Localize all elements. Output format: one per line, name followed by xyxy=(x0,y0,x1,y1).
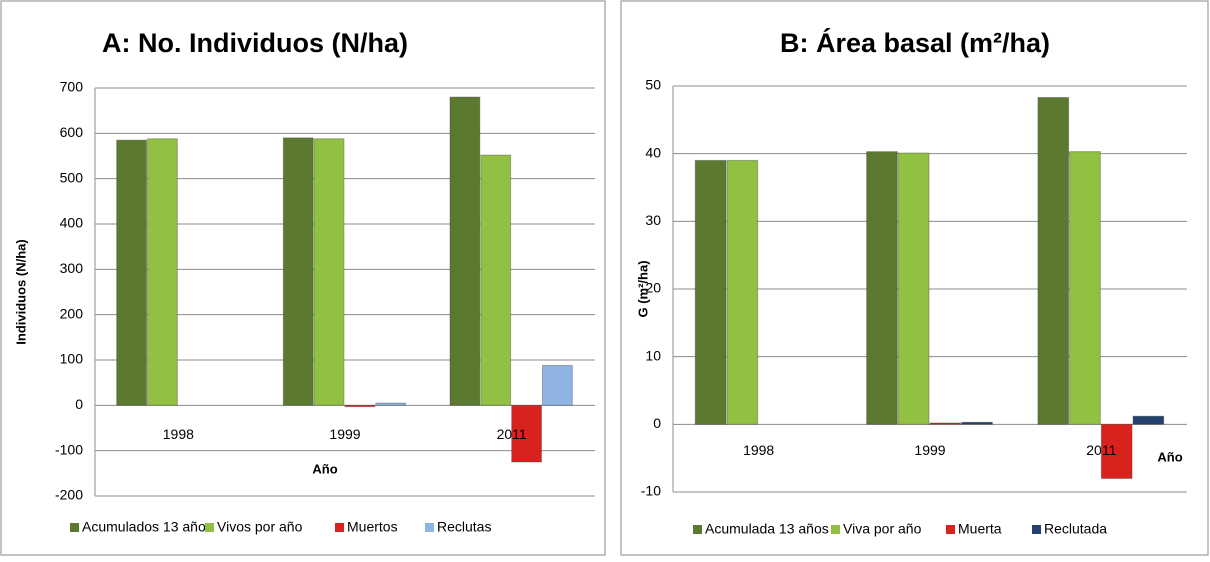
bar xyxy=(511,404,542,463)
chart-title: A: No. Individuos (N/ha) xyxy=(102,28,408,58)
y-axis-label: G (m²/ha) xyxy=(635,260,650,317)
bar xyxy=(1132,415,1165,425)
y-tick-label: 50 xyxy=(645,77,661,93)
y-tick-label: 10 xyxy=(645,347,661,363)
bar xyxy=(961,421,993,425)
chart-title: B: Área basal (m²/ha) xyxy=(780,27,1050,58)
x-tick-label: 2011 xyxy=(497,426,527,442)
bar xyxy=(1069,151,1101,425)
bar xyxy=(449,96,481,406)
legend-swatch xyxy=(693,525,702,534)
y-tick-label: 30 xyxy=(645,212,661,228)
bar xyxy=(1037,97,1070,425)
legend-label: Muerta xyxy=(958,521,1002,537)
x-tick-label: 2011 xyxy=(1086,442,1116,458)
y-axis-label: Individuos (N/ha) xyxy=(13,239,28,344)
y-tick-label: 40 xyxy=(645,144,661,160)
bar xyxy=(116,139,147,406)
bar xyxy=(897,152,930,425)
bar xyxy=(313,138,345,406)
legend-label: Acumulados 13 años xyxy=(82,519,213,535)
bar xyxy=(480,154,512,406)
x-tick-label: 1998 xyxy=(743,442,774,458)
bar xyxy=(866,151,898,425)
y-tick-label: 700 xyxy=(60,79,84,95)
legend-swatch xyxy=(1032,525,1041,534)
x-axis-label: Año xyxy=(1157,449,1182,464)
legend-swatch xyxy=(70,523,79,532)
legend-swatch xyxy=(335,523,344,532)
y-tick-label: 600 xyxy=(60,124,84,140)
legend-label: Viva por año xyxy=(843,521,922,537)
bar xyxy=(726,159,759,425)
y-tick-label: 100 xyxy=(60,351,84,367)
y-tick-label: -200 xyxy=(55,487,83,503)
legend-swatch xyxy=(946,525,955,534)
bar xyxy=(542,364,573,406)
bar xyxy=(1100,423,1133,479)
y-tick-label: 20 xyxy=(645,280,661,296)
legend-label: Vivos por año xyxy=(217,519,303,535)
x-tick-label: 1999 xyxy=(329,426,360,442)
y-tick-label: 0 xyxy=(75,396,83,412)
legend-label: Muertos xyxy=(347,519,398,535)
y-tick-label: 0 xyxy=(653,415,661,431)
legend-label: Acumulada 13 años xyxy=(705,521,829,537)
bar xyxy=(694,159,727,425)
legend-swatch xyxy=(425,523,434,532)
legend-label: Reclutada xyxy=(1044,521,1107,537)
y-tick-label: -10 xyxy=(641,483,661,499)
y-tick-label: 200 xyxy=(60,305,84,321)
y-tick-label: 300 xyxy=(60,260,84,276)
y-tick-label: -100 xyxy=(55,441,83,457)
bar xyxy=(282,137,314,406)
legend-swatch xyxy=(205,523,214,532)
legend-label: Reclutas xyxy=(437,519,491,535)
y-tick-label: 400 xyxy=(60,215,84,231)
bar xyxy=(147,138,178,406)
bar xyxy=(929,422,962,425)
bar xyxy=(375,402,407,406)
x-tick-label: 1998 xyxy=(163,426,194,442)
x-axis-label: Año xyxy=(312,461,337,476)
legend-swatch xyxy=(831,525,840,534)
x-tick-label: 1999 xyxy=(914,442,945,458)
bar xyxy=(344,404,376,408)
y-tick-label: 500 xyxy=(60,169,84,185)
